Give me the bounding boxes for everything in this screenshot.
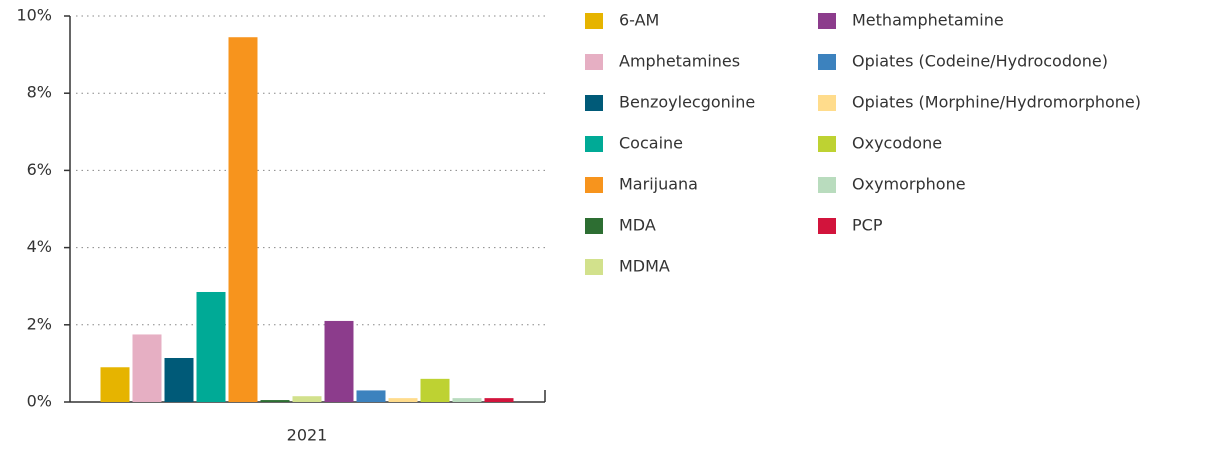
legend-label: PCP [852,216,883,235]
legend-label: Benzoylecgonine [619,93,755,112]
legend-swatch [585,54,603,70]
legend-swatch [818,218,836,234]
legend-swatch [818,54,836,70]
legend-swatch [818,95,836,111]
y-tick-label: 6% [27,160,52,179]
y-tick-label: 8% [27,83,52,102]
bar [196,291,226,402]
legend-swatch [585,136,603,152]
y-tick-label: 4% [27,237,52,256]
legend-label: MDA [619,216,656,235]
legend-label: MDMA [619,257,670,276]
legend-label: Opiates (Codeine/Hydrocodone) [852,52,1108,71]
legend-swatch [585,218,603,234]
legend-label: Marijuana [619,175,698,194]
legend-label: Methamphetamine [852,11,1004,30]
y-tick-label: 0% [27,392,52,411]
legend-swatch [818,177,836,193]
legend-label: Oxymorphone [852,175,966,194]
bar [452,398,482,402]
legend-swatch [585,177,603,193]
bar [292,396,322,402]
bar [164,357,194,402]
bar [228,37,258,402]
bar [132,334,162,402]
legend-swatch [818,136,836,152]
legend-label: Oxycodone [852,134,942,153]
bar [388,398,418,402]
legend-label: 6-AM [619,11,659,30]
y-tick-label: 10% [16,6,52,25]
bar [100,367,130,402]
bar [420,378,450,402]
legend-swatch [585,13,603,29]
legend-swatch [585,259,603,275]
bar [484,398,514,402]
legend-label: Amphetamines [619,52,740,71]
x-tick-label: 2021 [287,426,328,445]
legend-label: Cocaine [619,134,683,153]
bar [324,320,354,402]
bar [356,390,386,402]
bar [260,400,290,402]
legend-swatch [818,13,836,29]
legend-swatch [585,95,603,111]
y-tick-label: 2% [27,314,52,333]
legend-label: Opiates (Morphine/Hydromorphone) [852,93,1141,112]
